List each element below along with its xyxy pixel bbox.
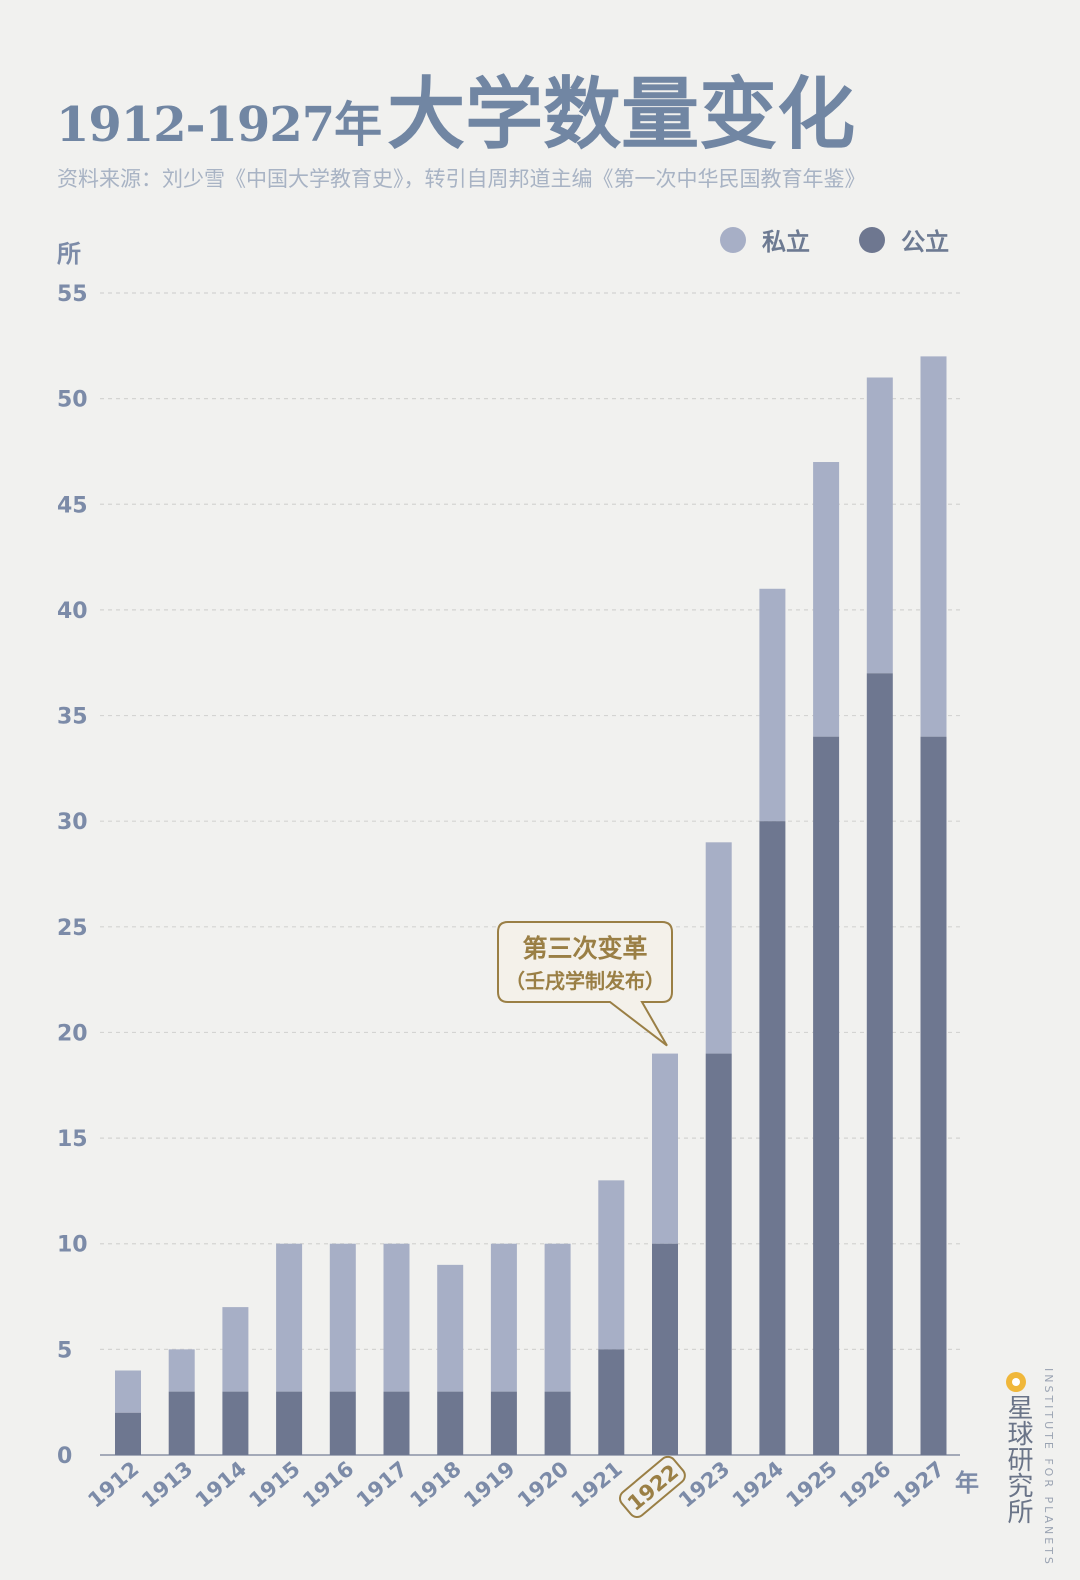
- planet-icon: [1006, 1372, 1026, 1392]
- bar-public-1916: [329, 1391, 356, 1455]
- bar-private-1921: [598, 1180, 625, 1350]
- bar-public-1917: [383, 1391, 410, 1455]
- x-tick-label: 1912: [83, 1457, 143, 1513]
- bar-public-1912: [115, 1412, 141, 1455]
- bar-public-1923: [705, 1053, 732, 1455]
- x-tick-label: 1926: [835, 1457, 895, 1513]
- x-tick-label: 1913: [137, 1457, 197, 1513]
- x-tick-label: 1925: [781, 1457, 841, 1513]
- legend-label-public: 公立: [901, 228, 950, 256]
- bar-private-1913: [168, 1349, 195, 1392]
- x-tick-label: 1924: [728, 1457, 788, 1513]
- x-tick-label: 1921: [567, 1457, 627, 1513]
- y-tick-label: 45: [57, 493, 88, 518]
- x-tick-label: 1917: [352, 1457, 412, 1513]
- bar-public-1921: [598, 1349, 625, 1455]
- bar-public-1926: [866, 673, 893, 1455]
- bar-private-1924: [759, 588, 786, 822]
- legend-item-public: 公立: [859, 222, 949, 257]
- y-tick-label: 20: [57, 1021, 88, 1046]
- bar-public-1924: [759, 821, 786, 1455]
- y-tick-label: 40: [57, 599, 88, 624]
- x-tick-label: 1919: [459, 1457, 519, 1513]
- brand-logo: 星球研究所 INSTITUTE FOR PLANETS: [1003, 1368, 1064, 1567]
- bar-private-1923: [705, 842, 732, 1054]
- bar-public-1919: [490, 1391, 517, 1455]
- bar-private-1926: [866, 377, 893, 674]
- y-tick-label: 10: [57, 1233, 88, 1258]
- y-axis-unit: 所: [57, 240, 81, 268]
- bar-public-1915: [276, 1391, 303, 1455]
- y-tick-label: 5: [57, 1338, 72, 1363]
- bar-public-1914: [222, 1391, 249, 1455]
- brand-name-en: INSTITUTE FOR PLANETS: [1042, 1368, 1055, 1567]
- bar-private-1915: [276, 1243, 303, 1392]
- bar-private-1916: [329, 1243, 356, 1392]
- legend-label-private: 私立: [762, 228, 810, 256]
- annotation-callout: [497, 921, 673, 1047]
- x-tick-highlight: 1922: [619, 1455, 686, 1519]
- x-tick-label: 1927: [889, 1457, 949, 1513]
- y-tick-label: 35: [57, 705, 88, 730]
- x-axis-unit: 年: [955, 1469, 979, 1497]
- title-years: 1912-1927年: [56, 97, 382, 153]
- legend-item-private: 私立: [720, 222, 810, 257]
- bar-public-1918: [437, 1391, 464, 1455]
- bar-private-1914: [222, 1307, 249, 1392]
- legend: 私立 公立: [720, 222, 993, 257]
- y-tick-label: 55: [57, 282, 88, 307]
- legend-dot-public: [859, 226, 886, 253]
- bar-private-1912: [115, 1370, 141, 1413]
- chart-title: 1912-1927年大学数量变化: [56, 52, 855, 160]
- bar-public-1927: [920, 736, 947, 1455]
- annotation-title: 第三次变革: [522, 934, 647, 963]
- y-tick-label: 0: [57, 1444, 72, 1469]
- bar-private-1917: [383, 1243, 410, 1392]
- y-tick-label: 25: [57, 916, 88, 941]
- x-tick-highlight-box: [619, 1455, 686, 1519]
- x-tick-label: 1918: [406, 1457, 466, 1513]
- y-tick-label: 15: [57, 1127, 88, 1152]
- y-tick-label: 30: [57, 810, 88, 835]
- x-tick-label: 1915: [244, 1457, 304, 1513]
- annotation-subtitle: （壬戌学制发布）: [505, 969, 665, 993]
- bar-public-1913: [168, 1391, 195, 1455]
- bar-public-1922: [652, 1243, 678, 1455]
- x-tick-label: 1920: [513, 1457, 573, 1513]
- bar-private-1922: [652, 1053, 678, 1244]
- bar-private-1927: [920, 356, 947, 737]
- bar-private-1925: [813, 462, 840, 737]
- x-tick-label: 1916: [298, 1457, 358, 1513]
- legend-dot-private: [720, 226, 746, 253]
- bar-public-1925: [813, 736, 840, 1455]
- y-tick-label: 50: [57, 388, 88, 413]
- bar-private-1918: [437, 1264, 464, 1392]
- source-note: 资料来源：刘少雪《中国大学教育史》，转引自周邦道主编《第一次中华民国教育年鉴》: [57, 167, 866, 191]
- bar-public-1920: [544, 1391, 571, 1455]
- x-tick-label: 1923: [674, 1457, 734, 1513]
- x-tick-label: 1914: [191, 1457, 251, 1513]
- bar-private-1920: [544, 1243, 571, 1392]
- title-main: 大学数量变化: [387, 70, 856, 160]
- brand-name-cn: 星球研究所: [1003, 1394, 1033, 1524]
- bar-private-1919: [490, 1243, 517, 1392]
